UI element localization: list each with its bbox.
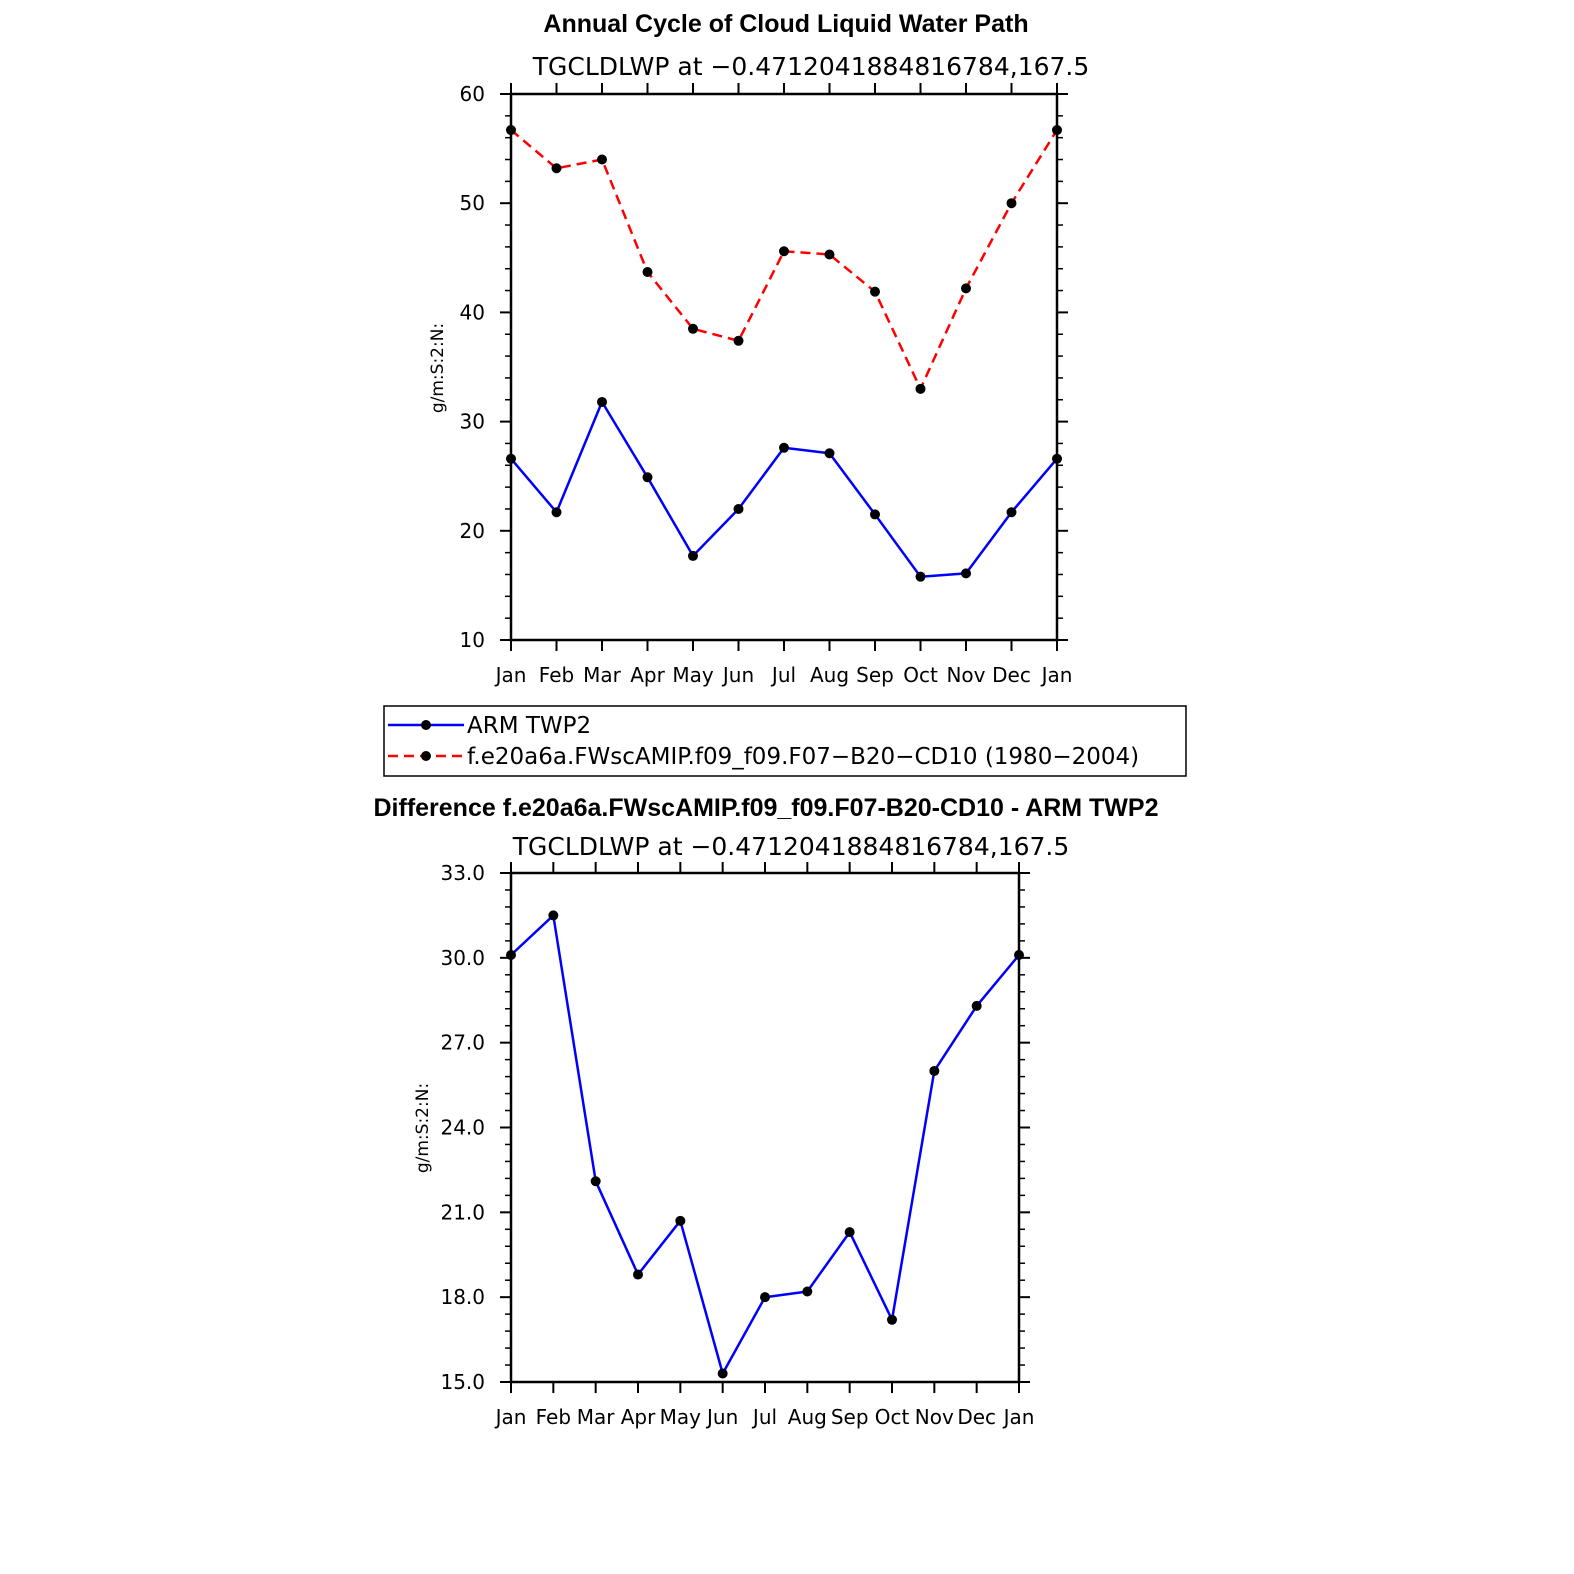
- chart2-xtick-label: Feb: [536, 1405, 571, 1429]
- chart1-series-0-point: [733, 503, 744, 514]
- chart1-ytick-label: 20: [460, 519, 485, 543]
- chart2-series-0-line: [510, 914, 1020, 1375]
- legend: ARM TWP2 f.e20a6a.FWscAMIP.f09_f09.F07−B…: [383, 705, 1187, 777]
- chart1-series-0-point: [824, 448, 835, 459]
- legend-entry-arm: ARM TWP2: [388, 713, 591, 739]
- chart2-ytick-label: 30.0: [440, 946, 485, 970]
- chart1-series-0-point: [779, 442, 789, 453]
- chart1-series-1-point: [506, 125, 516, 136]
- chart2-series-0-point: [675, 1215, 686, 1226]
- chart1-series-1-point: [779, 246, 789, 257]
- chart1-xtick-label: Jul: [770, 663, 796, 687]
- chart1-series-0-point: [961, 568, 971, 579]
- chart2-xtick-label: Mar: [577, 1405, 616, 1429]
- chart2-plot: Jan Feb Mar Apr May Jun Jul Aug Sep Oct Nov Dec Jan1…: [440, 861, 1034, 1429]
- legend-entry-model: f.e20a6a.FWscAMIP.f09_f09.F07−B20−CD10 (…: [388, 744, 1139, 770]
- chart2-series-0-point: [844, 1227, 855, 1238]
- chart2-series-0-point: [1014, 950, 1024, 961]
- chart1-series-1-point: [551, 163, 562, 174]
- chart1-xtick-label: May: [672, 663, 714, 687]
- chart2-ytick-label: 15.0: [440, 1370, 485, 1394]
- chart2-xtick-label: Apr: [621, 1405, 656, 1429]
- chart2-xtick-label: Jul: [751, 1405, 777, 1429]
- chart1-xtick-label: Feb: [539, 663, 574, 687]
- chart2-xtick-label: Jan: [1002, 1405, 1035, 1429]
- chart2-title: Difference f.e20a6a.FWscAMIP.f09_f09.F07…: [374, 794, 1159, 822]
- chart1-series-1-point: [915, 383, 926, 394]
- chart2-xtick-label: Jan: [494, 1405, 527, 1429]
- chart1-ytick-label: 50: [460, 191, 485, 215]
- chart1-subtitle: TGCLDLWP at −0.4712041884816784,167.5: [532, 52, 1090, 81]
- chart1-xtick-label: Oct: [903, 663, 938, 687]
- chart1-ytick-label: 40: [460, 300, 485, 324]
- chart1-ylabel: g/m:S:2:N:: [428, 323, 448, 413]
- chart1-xtick-label: Apr: [630, 663, 665, 687]
- chart1-series-1-point: [1052, 125, 1062, 136]
- chart1-series-0-point: [915, 571, 926, 582]
- chart1-xtick-label: Mar: [583, 663, 622, 687]
- chart2-ylabel: g/m:S:2:N:: [413, 1083, 433, 1173]
- chart1-title: Annual Cycle of Cloud Liquid Water Path: [543, 10, 1028, 38]
- chart2-ytick-label: 18.0: [440, 1285, 485, 1309]
- chart1-series-0-point: [597, 396, 607, 407]
- chart1-frame: [509, 92, 1059, 642]
- chart2-xtick-label: Oct: [875, 1405, 910, 1429]
- chart1-series-0-point: [870, 509, 880, 520]
- chart2-series-0-point: [802, 1286, 813, 1297]
- chart2-subtitle: TGCLDLWP at −0.4712041884816784,167.5: [512, 832, 1070, 861]
- chart2-series-0-point: [971, 1000, 982, 1011]
- chart1-series-0-point: [1006, 507, 1017, 518]
- chart2-ytick-label: 24.0: [440, 1116, 485, 1140]
- chart1-series-1-point: [733, 335, 744, 346]
- chart1-series-0-point: [688, 550, 698, 561]
- chart2-ytick-label: 27.0: [440, 1031, 485, 1055]
- chart1-series-1-point: [870, 286, 880, 297]
- chart2-series-0-point: [506, 950, 516, 961]
- chart1-xtick-label: Sep: [856, 663, 894, 687]
- chart1-series-1-point: [824, 249, 835, 260]
- chart1-series-0-line: [510, 400, 1058, 578]
- chart2-ytick-label: 33.0: [440, 861, 485, 885]
- chart1-ytick-label: 60: [460, 82, 485, 106]
- chart1-xtick-label: Jun: [721, 663, 754, 687]
- chart1-xtick-label: Dec: [992, 663, 1031, 687]
- legend-box: [383, 705, 1187, 777]
- chart1-series-1-point: [1006, 198, 1017, 209]
- chart1-ytick-label: 30: [460, 410, 485, 434]
- chart1-xtick-label: Nov: [946, 663, 985, 687]
- chart1-series-1-point: [688, 323, 698, 334]
- chart2-series-0-point: [929, 1065, 940, 1076]
- chart2-ytick-label: 21.0: [440, 1200, 485, 1224]
- chart1-series-1-point: [642, 266, 653, 277]
- chart2-xtick-label: Aug: [788, 1405, 827, 1429]
- chart2-series-0-point: [760, 1292, 770, 1303]
- chart2-xtick-label: May: [660, 1405, 702, 1429]
- chart2-xtick-label: Jun: [705, 1405, 738, 1429]
- chart1-ytick-label: 10: [460, 628, 485, 652]
- legend-label-model: f.e20a6a.FWscAMIP.f09_f09.F07−B20−CD10 (…: [467, 744, 1139, 770]
- chart2-series-0-point: [887, 1314, 897, 1325]
- legend-marker-arm: [421, 720, 431, 730]
- chart1-series-1-point: [597, 154, 607, 165]
- chart1-series-0-point: [1052, 453, 1062, 464]
- chart2-series-0-point: [633, 1269, 643, 1280]
- chart1-plot: Jan Feb Mar Apr May Jun Jul Aug Sep Oct Nov Dec Jan 1…: [460, 82, 1073, 687]
- chart2-xtick-label: Dec: [957, 1405, 996, 1429]
- chart1-series-1-point: [961, 283, 971, 294]
- chart2-series-0-point: [548, 910, 559, 921]
- chart1-xtick-label: Jan: [1040, 663, 1073, 687]
- legend-label-arm: ARM TWP2: [467, 713, 591, 739]
- chart2-series-0-point: [590, 1176, 601, 1187]
- chart2-xtick-label: Sep: [831, 1405, 869, 1429]
- chart2-xtick-label: Nov: [915, 1405, 954, 1429]
- chart1-series-0-point: [642, 472, 653, 483]
- chart1-series-0-point: [551, 507, 562, 518]
- legend-marker-model: [421, 751, 431, 761]
- chart1-xtick-label: Aug: [810, 663, 849, 687]
- chart1-xtick-label: Jan: [494, 663, 527, 687]
- chart1-series-1-line: [510, 129, 1059, 391]
- chart2-series-0-point: [717, 1368, 728, 1379]
- chart1-series-0-point: [506, 453, 516, 464]
